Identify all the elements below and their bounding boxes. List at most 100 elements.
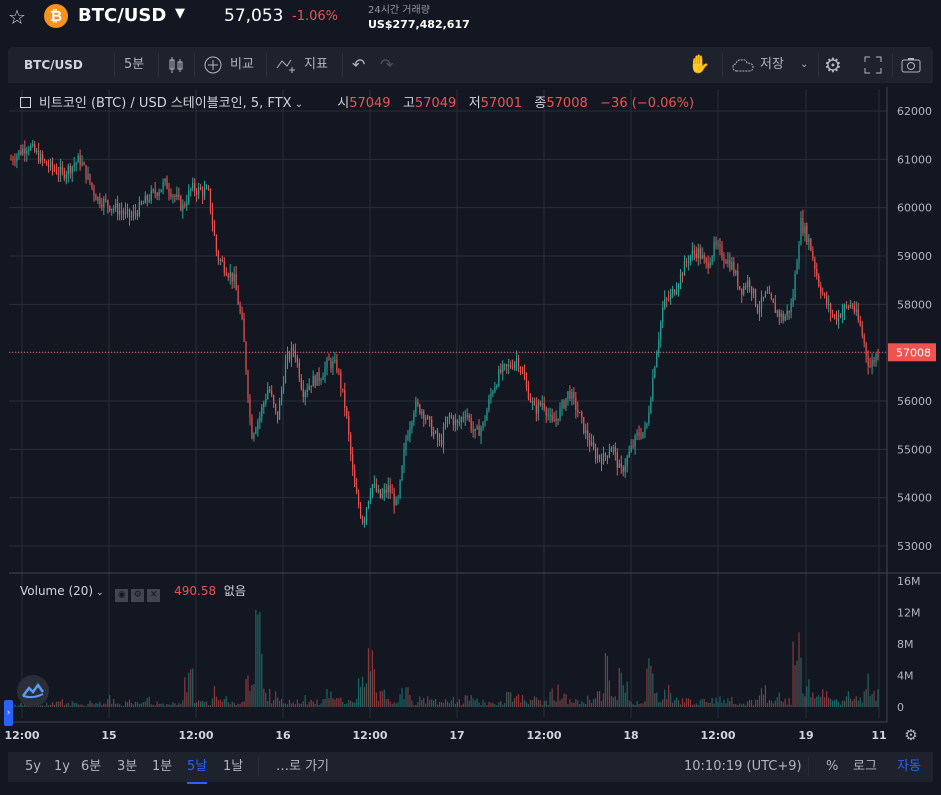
candle-body [324, 367, 326, 377]
volume-bar [589, 699, 591, 707]
volume-bar [251, 684, 253, 707]
candle-body [515, 358, 518, 363]
candle-body [365, 507, 368, 519]
undo-icon[interactable]: ↶ [352, 55, 366, 74]
redo-icon[interactable]: ↷ [380, 55, 394, 74]
volume-bar [363, 687, 366, 707]
range-5y[interactable]: 5y [25, 759, 41, 774]
current-price-label: 57008 [896, 346, 931, 359]
volume-bar [322, 699, 324, 707]
volume-title[interactable]: Volume (20) [20, 584, 94, 598]
candle-body [594, 448, 597, 460]
range-5d[interactable]: 5날 [187, 752, 208, 784]
volume-bar [340, 697, 342, 707]
candle-body [743, 286, 745, 295]
candle-body [701, 255, 703, 259]
price-change: -1.06% [292, 9, 338, 24]
save-button[interactable]: 저장 [760, 57, 784, 72]
chevron-down-icon[interactable]: ⌄ [291, 99, 304, 110]
volume-bar [853, 698, 855, 707]
auto-toggle[interactable]: 자동 [897, 759, 921, 774]
symbol-button[interactable]: BTC/USD [24, 58, 83, 72]
volume-bar [280, 699, 283, 707]
volume-bar [178, 702, 180, 707]
caret-down-icon[interactable]: ▼ [175, 6, 185, 21]
compare-button[interactable]: 비교 [230, 57, 254, 72]
candle-body [717, 244, 719, 246]
log-toggle[interactable]: 로그 [853, 759, 877, 774]
volume-bar [120, 705, 123, 707]
pair-title[interactable]: BTC/USD [78, 5, 167, 26]
clock-display[interactable]: 10:10:19 (UTC+9) [684, 759, 802, 774]
volume-bar [695, 703, 697, 707]
side-panel-handle[interactable]: › [4, 700, 13, 726]
cloud-icon[interactable] [732, 47, 754, 83]
candle-body [745, 286, 747, 288]
toolbar-divider [158, 53, 159, 77]
goto-button[interactable]: …로 가기 [276, 759, 330, 774]
open-label: 시 [337, 96, 350, 111]
range-6m[interactable]: 6분 [81, 759, 102, 774]
series-title[interactable]: 비트코인 (BTC) / USD 스테이블코인, 5, FTX [39, 96, 292, 111]
candle-body [49, 161, 52, 168]
volume-bar [642, 703, 644, 707]
candlestick-icon[interactable] [168, 47, 184, 83]
volume-bar [18, 705, 20, 707]
candle-body [683, 261, 686, 276]
volume-bar [865, 689, 867, 707]
range-1d[interactable]: 1날 [223, 759, 244, 774]
volume-bar [855, 696, 857, 707]
indicator-icon[interactable] [276, 47, 298, 83]
volume-bar [278, 700, 281, 707]
range-3m[interactable]: 3분 [117, 759, 138, 774]
eye-icon[interactable]: ◉ [115, 589, 129, 602]
volume-bar [555, 701, 557, 707]
interval-button[interactable]: 5분 [124, 57, 145, 72]
volume-bar [205, 701, 208, 707]
candle-body [729, 259, 731, 270]
chevron-down-icon[interactable]: ⌄ [800, 59, 809, 70]
tradingview-logo-icon[interactable] [17, 675, 49, 707]
volume-bar [203, 701, 206, 707]
volume-bar [126, 702, 129, 707]
plus-circle-icon[interactable] [204, 47, 222, 83]
volume-bar [409, 695, 411, 707]
volume-bar [735, 704, 737, 707]
collapse-icon[interactable] [20, 97, 31, 108]
fullscreen-icon[interactable] [864, 47, 882, 83]
volume-bar [618, 667, 620, 707]
candle-body [109, 205, 111, 211]
volume-bar [861, 702, 863, 707]
candle-body [154, 189, 156, 194]
close-icon[interactable]: ✕ [147, 589, 161, 602]
camera-icon[interactable] [901, 47, 921, 83]
volume-bar [745, 705, 747, 707]
hand-icon[interactable]: ✋ [688, 54, 711, 75]
range-1y[interactable]: 1y [54, 759, 70, 774]
chevron-down-icon[interactable]: ⌄ [93, 588, 104, 598]
gear-icon[interactable]: ⚙ [824, 53, 842, 77]
range-1m[interactable]: 1분 [152, 759, 173, 774]
candle-body [553, 420, 555, 422]
gear-icon[interactable]: ⚙ [131, 589, 145, 602]
percent-toggle[interactable]: % [826, 759, 839, 774]
close-label: 종 [534, 96, 547, 111]
volume-bar [190, 669, 192, 707]
candle-body [146, 195, 148, 201]
candle-body [820, 285, 822, 293]
price-tick-label: 56000 [897, 395, 932, 408]
volume-bar [756, 700, 759, 707]
volume-bar [22, 705, 24, 707]
star-icon[interactable]: ☆ [8, 5, 26, 29]
candle-body [322, 376, 324, 380]
volume-bar [160, 703, 162, 707]
indicator-button[interactable]: 지표 [304, 57, 328, 72]
candle-body [822, 292, 824, 294]
volume-bar [559, 700, 561, 707]
volume-tick-label: 0 [897, 701, 904, 714]
volume-bar [478, 702, 480, 707]
candle-body [571, 391, 573, 400]
candle-body [652, 377, 654, 400]
volume-bar [456, 701, 458, 707]
